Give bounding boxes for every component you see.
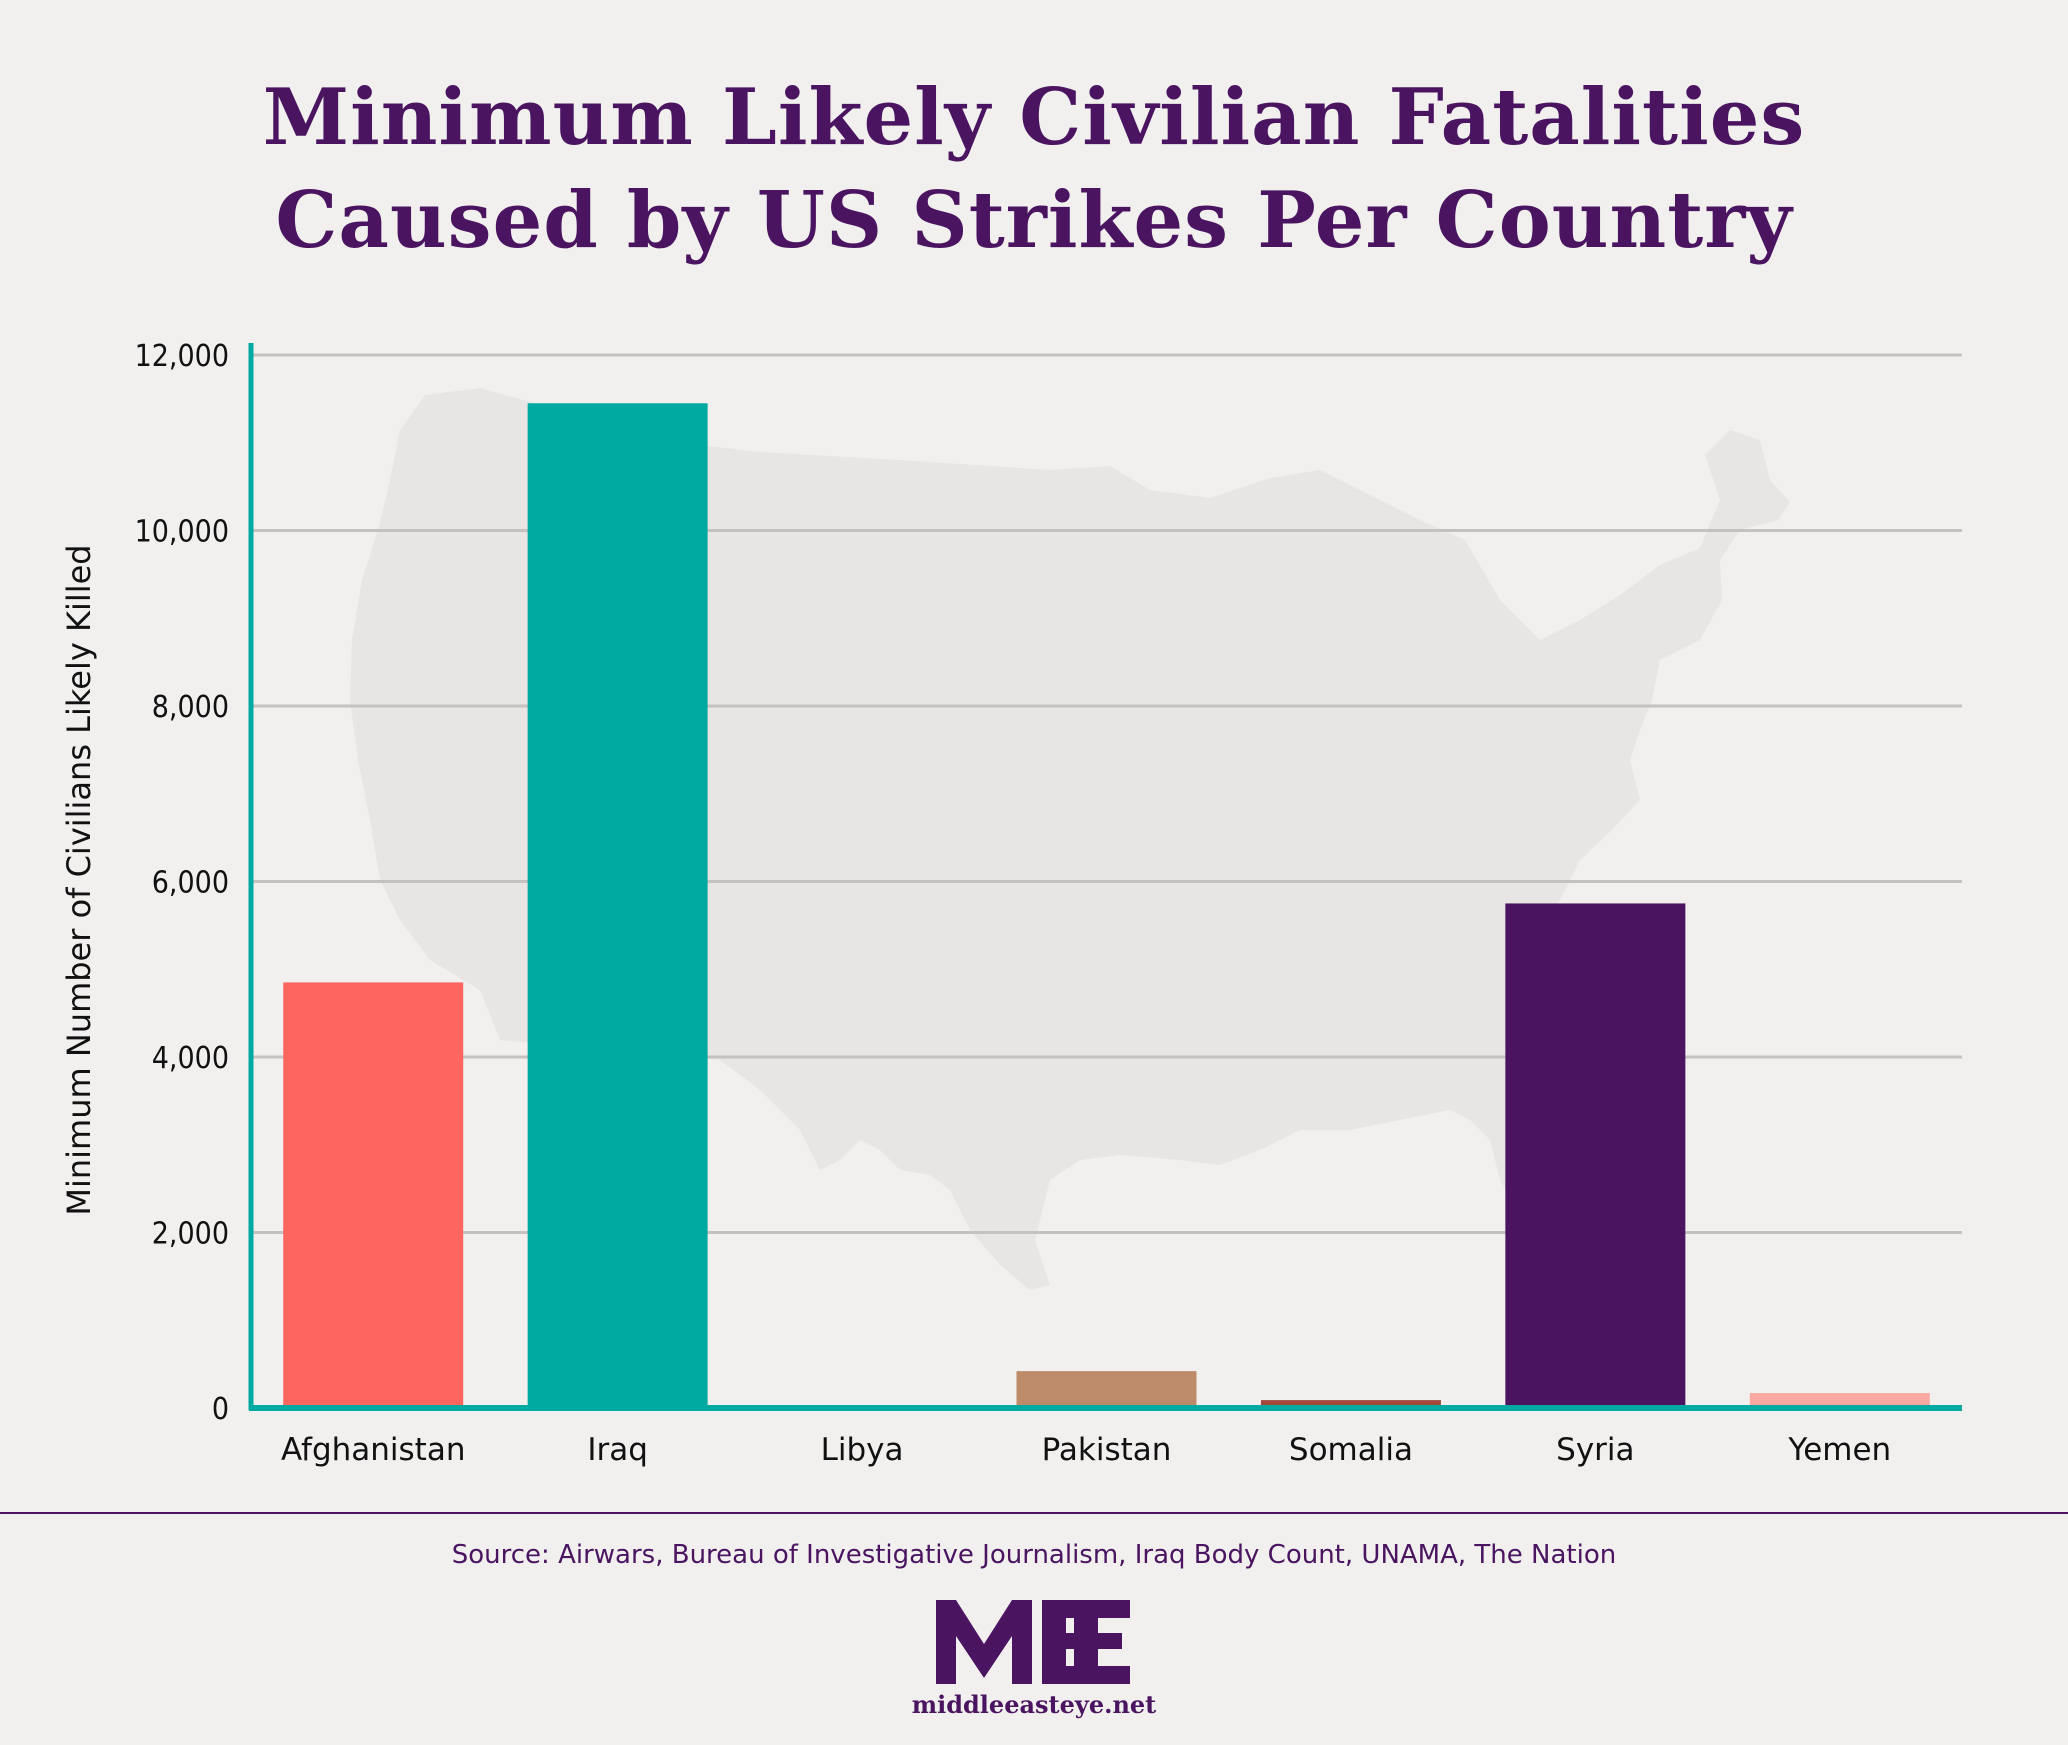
bars [283, 403, 1930, 1408]
x-tick-label: Somalia [1289, 1432, 1413, 1468]
us-map-silhouette-icon [350, 388, 1790, 1290]
chart-title-line-2: Caused by US Strikes Per Country [275, 175, 1793, 266]
x-tick-label: Pakistan [1042, 1432, 1172, 1468]
x-tick-label: Yemen [1787, 1432, 1891, 1468]
y-tick-label: 2,000 [152, 1217, 229, 1252]
x-tick-labels: Afghanistan Iraq Libya Pakistan Somalia Syria… [281, 1432, 1891, 1468]
bar-afghanistan [283, 982, 464, 1408]
x-tick-label: Syria [1556, 1432, 1634, 1468]
bar-yemen [1749, 1393, 1930, 1408]
x-tick-label: Afghanistan [281, 1432, 466, 1468]
bar-somalia [1260, 1400, 1441, 1408]
y-tick-label: 12,000 [135, 339, 229, 374]
x-tick-label: Iraq [587, 1432, 648, 1468]
site-url: middleeasteye.net [911, 1690, 1157, 1719]
source-note: Source: Airwars, Bureau of Investigative… [451, 1540, 1617, 1570]
y-tick-label: 6,000 [152, 866, 229, 901]
y-axis-label: Minimum Number of Civilians Likely Kille… [60, 544, 98, 1215]
y-tick-labels: 0 2,000 4,000 6,000 8,000 10,000 12,000 [135, 339, 229, 1427]
bar-chart: 0 2,000 4,000 6,000 8,000 10,000 12,000 Afghan… [60, 339, 1962, 1468]
mee-logo-icon [936, 1600, 1130, 1684]
footer-divider [0, 1512, 2068, 1514]
bar-syria [1505, 903, 1686, 1408]
y-tick-label: 4,000 [152, 1041, 229, 1076]
x-tick-label: Libya [821, 1432, 904, 1468]
bar-pakistan [1016, 1371, 1197, 1408]
y-tick-label: 10,000 [135, 515, 229, 550]
y-tick-label: 8,000 [152, 690, 229, 725]
bar-iraq [527, 403, 708, 1408]
chart-title-line-1: Minimum Likely Civilian Fatalities [262, 72, 1806, 163]
y-tick-label: 0 [212, 1392, 229, 1427]
